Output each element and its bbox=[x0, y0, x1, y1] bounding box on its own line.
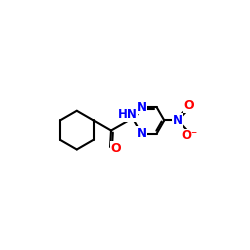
Text: N: N bbox=[173, 114, 183, 127]
Text: N: N bbox=[136, 127, 146, 140]
Text: N: N bbox=[136, 101, 146, 114]
Text: O: O bbox=[110, 142, 121, 155]
Text: HN: HN bbox=[118, 108, 138, 121]
Text: O: O bbox=[184, 99, 194, 112]
Text: O⁻: O⁻ bbox=[181, 130, 197, 142]
